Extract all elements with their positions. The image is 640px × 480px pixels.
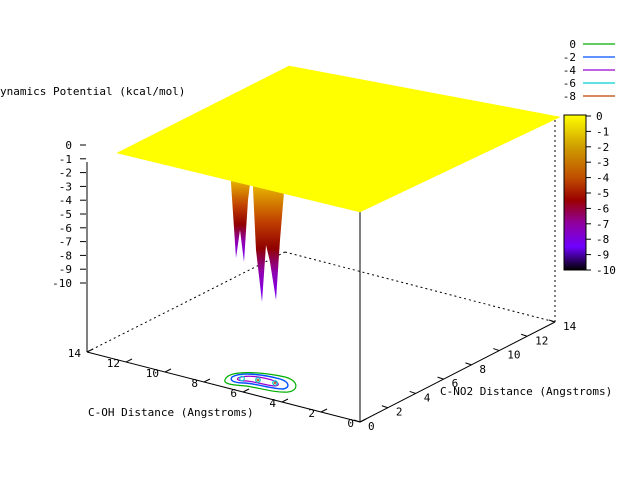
y-tick-label: 12 bbox=[535, 334, 548, 347]
y-tick-label: 8 bbox=[479, 363, 486, 376]
colorbar-tick-label: -8 bbox=[596, 233, 609, 246]
x-tick-mark bbox=[203, 378, 211, 383]
base-contours bbox=[224, 372, 297, 393]
colorbar-gradient bbox=[563, 114, 587, 271]
colorbar-tick-label: -1 bbox=[596, 125, 609, 138]
back-base-line-2 bbox=[284, 251, 556, 323]
colorbar-tick-label: -2 bbox=[596, 141, 609, 154]
x-tick-mark bbox=[125, 358, 133, 363]
x-axis-ticks: 0 2 4 6 8 10 12 14 bbox=[68, 347, 367, 430]
x-tick-label: 0 bbox=[347, 417, 354, 430]
legend-label: -2 bbox=[563, 51, 576, 64]
x-tick-label: 14 bbox=[68, 347, 82, 360]
y-axis-ticks: 0 2 4 6 8 10 12 14 bbox=[353, 319, 577, 433]
y-tick-label: 4 bbox=[424, 391, 431, 404]
z-axis-title: ynamics Potential (kcal/mol) bbox=[0, 85, 185, 98]
x-axis-line bbox=[86, 351, 361, 423]
legend-label: 0 bbox=[569, 38, 576, 51]
contour-legend: 0-2-4-6-8 bbox=[563, 38, 615, 103]
y-tick-mark bbox=[409, 390, 416, 394]
z-tick-label: -9 bbox=[59, 263, 72, 276]
x-tick-label: 8 bbox=[191, 377, 198, 390]
base-plane bbox=[86, 251, 556, 423]
colorbar-tick-label: -6 bbox=[596, 202, 609, 215]
back-base-line-1 bbox=[86, 251, 286, 353]
z-tick-label: -3 bbox=[59, 180, 72, 193]
colorbar-tick-label: -4 bbox=[596, 172, 610, 185]
x-tick-label: 2 bbox=[308, 407, 315, 420]
box-back-edges bbox=[86, 162, 361, 422]
x-tick-mark bbox=[242, 388, 250, 393]
contour-0 bbox=[224, 372, 297, 393]
z-tick-label: -1 bbox=[59, 153, 72, 166]
z-tick-label: -5 bbox=[59, 208, 72, 221]
contour-minus-6-a bbox=[239, 375, 245, 382]
colorbar-tick-label: -5 bbox=[596, 187, 609, 200]
well-right bbox=[252, 168, 286, 302]
x-tick-label: 10 bbox=[146, 367, 159, 380]
x-tick-label: 4 bbox=[269, 397, 276, 410]
contour-minus-2 bbox=[230, 373, 289, 390]
x-tick-mark bbox=[320, 408, 328, 413]
colorbar-tick-label: -10 bbox=[596, 264, 616, 277]
colorbar-tick-label: 0 bbox=[596, 110, 603, 123]
well-left bbox=[230, 168, 252, 262]
legend-label: -8 bbox=[563, 90, 576, 103]
y-axis-title: C-NO2 Distance (Angstroms) bbox=[440, 385, 612, 398]
potential-wells bbox=[230, 168, 286, 302]
contour-minus-6-c bbox=[272, 380, 278, 386]
z-tick-label: -10 bbox=[52, 277, 72, 290]
z-tick-label: -6 bbox=[59, 222, 72, 235]
y-tick-label: 6 bbox=[452, 377, 459, 390]
y-tick-mark bbox=[465, 362, 472, 366]
z-axis-ticks: 0-1-2-3-4-5-6-7-8-9-10 bbox=[52, 139, 86, 290]
x-tick-mark bbox=[281, 398, 289, 403]
z-tick-label: 0 bbox=[65, 139, 72, 152]
legend-label: -4 bbox=[563, 64, 577, 77]
y-tick-label: 10 bbox=[507, 349, 520, 362]
z-tick-label: -8 bbox=[59, 249, 72, 262]
y-tick-mark bbox=[520, 333, 528, 337]
y-tick-label: 14 bbox=[563, 320, 577, 333]
y-tick-mark bbox=[437, 376, 444, 380]
colorbar-tick-label: -9 bbox=[596, 249, 609, 262]
legend-label: -6 bbox=[563, 77, 576, 90]
colorbar-tick-label: -3 bbox=[596, 156, 609, 169]
contour-minus-6-b bbox=[255, 377, 261, 383]
x-tick-mark bbox=[164, 368, 172, 373]
contour-minus-8-a bbox=[256, 378, 260, 382]
y-tick-mark bbox=[353, 419, 361, 423]
y-tick-label: 2 bbox=[396, 406, 403, 419]
colorbar: 0 -1 -2 -3 -4 -5 -6 -7 -8 -9 -10 bbox=[563, 110, 616, 277]
x-tick-label: 12 bbox=[107, 357, 120, 370]
y-tick-label: 0 bbox=[368, 420, 375, 433]
colorbar-tick-label: -7 bbox=[596, 218, 609, 231]
x-tick-mark bbox=[359, 418, 367, 423]
surface-plateau bbox=[116, 65, 561, 213]
y-tick-mark bbox=[381, 405, 389, 409]
y-tick-mark bbox=[493, 348, 500, 352]
contour-minus-8-b bbox=[273, 381, 277, 385]
z-tick-label: -2 bbox=[59, 167, 72, 180]
x-tick-mark bbox=[86, 348, 94, 353]
colorbar-ticks: 0 -1 -2 -3 -4 -5 -6 -7 -8 -9 -10 bbox=[586, 110, 616, 277]
z-tick-label: -7 bbox=[59, 236, 72, 249]
z-tick-label: -4 bbox=[59, 194, 73, 207]
y-tick-mark bbox=[548, 319, 556, 323]
y-axis-line bbox=[359, 321, 556, 423]
x-axis-title: C-OH Distance (Angstroms) bbox=[88, 406, 254, 419]
x-tick-label: 6 bbox=[230, 387, 237, 400]
